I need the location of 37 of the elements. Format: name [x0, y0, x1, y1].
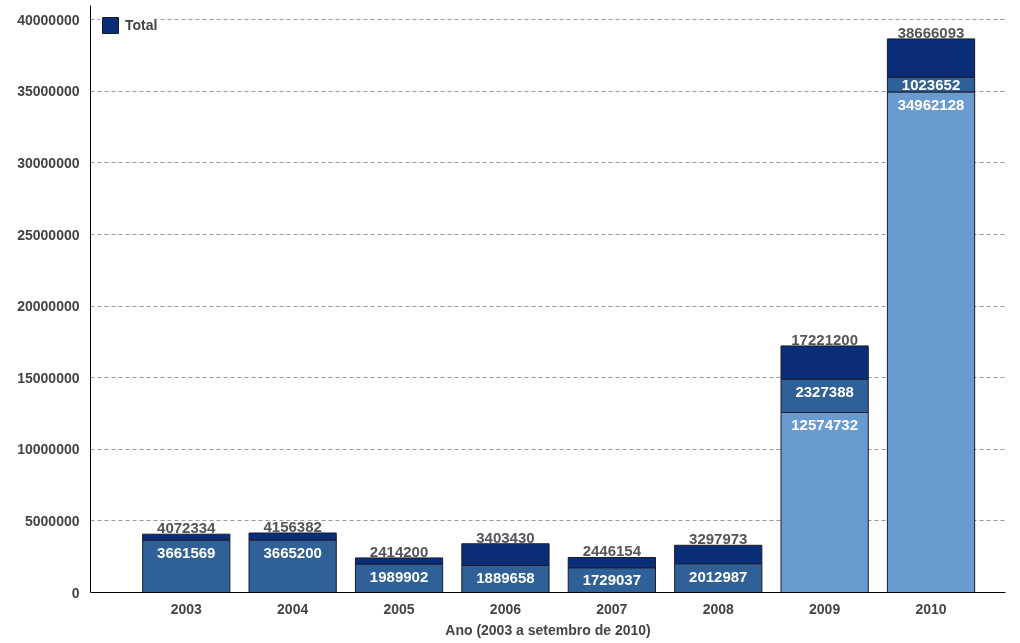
total-label: 2414200 [369, 542, 429, 560]
data-label: 1023652 [901, 75, 961, 93]
total-label: 3403430 [476, 528, 535, 546]
total-label: 3297973 [689, 530, 748, 548]
x-tick-label: 2008 [702, 600, 735, 617]
x-tick-label: 2010 [915, 600, 947, 617]
total-label: 2446154 [582, 542, 642, 560]
y-tick-label: 30000000 [17, 154, 80, 171]
total-label: 4072334 [157, 519, 217, 537]
x-tick-label: 2004 [277, 600, 309, 617]
x-tick-label: 2005 [383, 600, 415, 617]
y-tick-label: 0 [71, 584, 80, 601]
total-label: 38666093 [897, 23, 965, 41]
x-tick-label: 2007 [596, 600, 628, 617]
y-tick-label: 5000000 [25, 512, 80, 529]
y-tick-label: 40000000 [17, 11, 80, 28]
legend-label: Total [125, 17, 158, 33]
data-label: 12574732 [791, 416, 859, 434]
y-tick-label: 15000000 [17, 369, 80, 386]
data-label: 2012987 [689, 567, 748, 585]
data-label: 3665200 [263, 543, 322, 561]
data-label: 3661569 [157, 543, 216, 561]
data-label: 1889658 [476, 569, 535, 587]
y-tick-label: 10000000 [17, 441, 80, 458]
x-axis-title: Ano (2003 a setembro de 2010) [445, 621, 651, 638]
data-label: 1989902 [369, 567, 429, 585]
y-tick-label: 25000000 [17, 226, 80, 243]
total-label: 17221200 [791, 330, 859, 348]
x-tick-label: 2009 [809, 600, 841, 617]
data-label: 1729037 [582, 571, 642, 589]
y-tick-label: 35000000 [17, 83, 80, 100]
x-tick-label: 2003 [170, 600, 203, 617]
data-label: 2327388 [795, 383, 854, 401]
x-tick-label: 2006 [489, 600, 522, 617]
total-label: 4156382 [263, 517, 322, 535]
data-label: 34962128 [897, 95, 965, 113]
y-tick-label: 20000000 [17, 298, 80, 315]
